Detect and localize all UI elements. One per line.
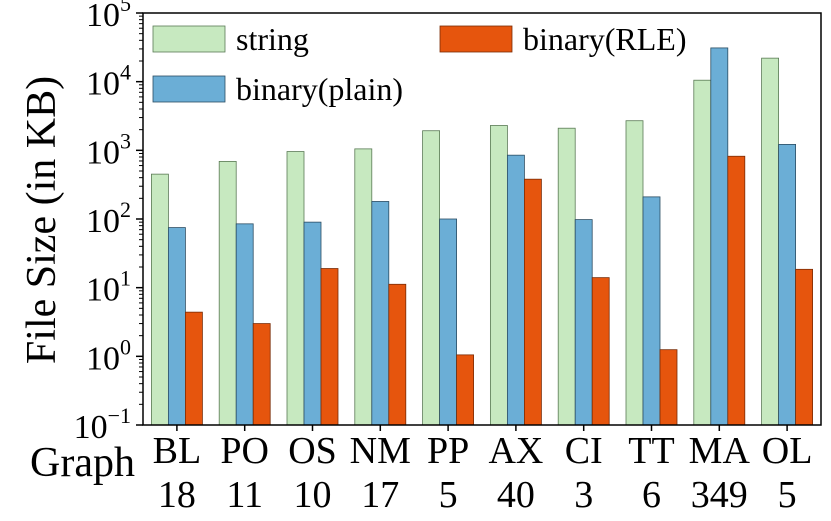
bar-string-BL xyxy=(150,173,169,426)
bar-string-TT xyxy=(625,120,644,426)
legend: string binary(RLE) binary(plain) xyxy=(152,21,687,107)
bar-binary(RLE)-NM xyxy=(388,283,407,426)
x-tick-sublabel: 5 xyxy=(778,474,797,516)
x-tick-label: MA xyxy=(689,430,751,472)
bar-binary(RLE)-PP xyxy=(456,354,475,426)
bar-binary(plain)-AX xyxy=(506,154,525,426)
x-tick-label: CI xyxy=(565,430,603,472)
x-tick-label: PP xyxy=(427,430,469,472)
legend-swatch xyxy=(439,25,513,53)
x-tick-label: OS xyxy=(288,430,337,472)
bar-string-PP xyxy=(422,130,441,426)
y-tick-label: 10−1 xyxy=(74,403,131,446)
bar-string-CI xyxy=(557,127,576,426)
x-tick-label: OL xyxy=(762,430,813,472)
y-tick-label: 102 xyxy=(86,197,131,240)
x-tick-sublabel: 17 xyxy=(361,474,399,516)
bar-binary(RLE)-TT xyxy=(659,349,678,426)
x-tick-label: TT xyxy=(628,430,674,472)
bar-string-MA xyxy=(693,79,712,426)
x-tick-sublabel: 5 xyxy=(439,474,458,516)
legend-label: binary(plain) xyxy=(236,71,403,107)
bar-binary(plain)-NM xyxy=(371,201,390,426)
y-tick-label: 101 xyxy=(86,266,131,309)
x-tick-label: BL xyxy=(153,430,202,472)
bar-binary(plain)-CI xyxy=(574,219,593,426)
legend-label: binary(RLE) xyxy=(523,21,687,57)
y-tick-label: 103 xyxy=(86,128,131,171)
bar-binary(RLE)-MA xyxy=(727,155,746,426)
legend-swatch xyxy=(152,25,226,53)
bar-binary(plain)-MA xyxy=(710,47,729,426)
x-tick-label: AX xyxy=(488,430,543,472)
bar-binary(RLE)-OS xyxy=(320,268,339,426)
x-tick-sublabel: 40 xyxy=(497,474,535,516)
plot-area xyxy=(150,47,813,426)
bar-binary(plain)-OL xyxy=(778,144,796,426)
bar-binary(RLE)-AX xyxy=(524,178,542,426)
bar-string-AX xyxy=(489,125,508,426)
x-tick-label: PO xyxy=(220,430,269,472)
bar-string-OS xyxy=(286,151,305,426)
bar-string-NM xyxy=(354,148,373,426)
x-tick-sublabel: 349 xyxy=(691,474,748,516)
bar-binary(RLE)-OL xyxy=(795,268,813,426)
y-axis-ticks: 10−1 100 101 102 103 104 105 xyxy=(74,0,143,446)
bar-binary(plain)-BL xyxy=(167,227,186,426)
legend-label: string xyxy=(236,21,309,57)
bar-binary(plain)-PP xyxy=(439,218,458,426)
legend-swatch xyxy=(152,75,226,103)
x-tick-sublabel: 6 xyxy=(642,474,661,516)
bar-string-PO xyxy=(218,160,237,426)
bar-binary(plain)-OS xyxy=(303,221,322,426)
y-axis-label: File Size (in KB) xyxy=(19,76,65,364)
x-axis-label: Graph xyxy=(30,440,135,486)
x-tick-sublabel: 3 xyxy=(574,474,593,516)
y-tick-label: 105 xyxy=(86,0,131,34)
x-tick-label: NM xyxy=(350,430,411,472)
bar-binary(RLE)-CI xyxy=(591,277,610,426)
plot-frame xyxy=(142,12,822,426)
bar-string-OL xyxy=(761,57,779,426)
x-tick-sublabel: 10 xyxy=(294,474,332,516)
x-tick-sublabel: 18 xyxy=(158,474,196,516)
bar-binary(plain)-PO xyxy=(235,223,254,426)
y-tick-label: 100 xyxy=(86,334,131,377)
bar-binary(RLE)-BL xyxy=(184,311,203,426)
x-tick-sublabel: 11 xyxy=(226,474,263,516)
bar-binary(plain)-TT xyxy=(642,196,661,426)
bar-binary(RLE)-PO xyxy=(252,323,271,426)
y-tick-label: 104 xyxy=(86,60,131,103)
